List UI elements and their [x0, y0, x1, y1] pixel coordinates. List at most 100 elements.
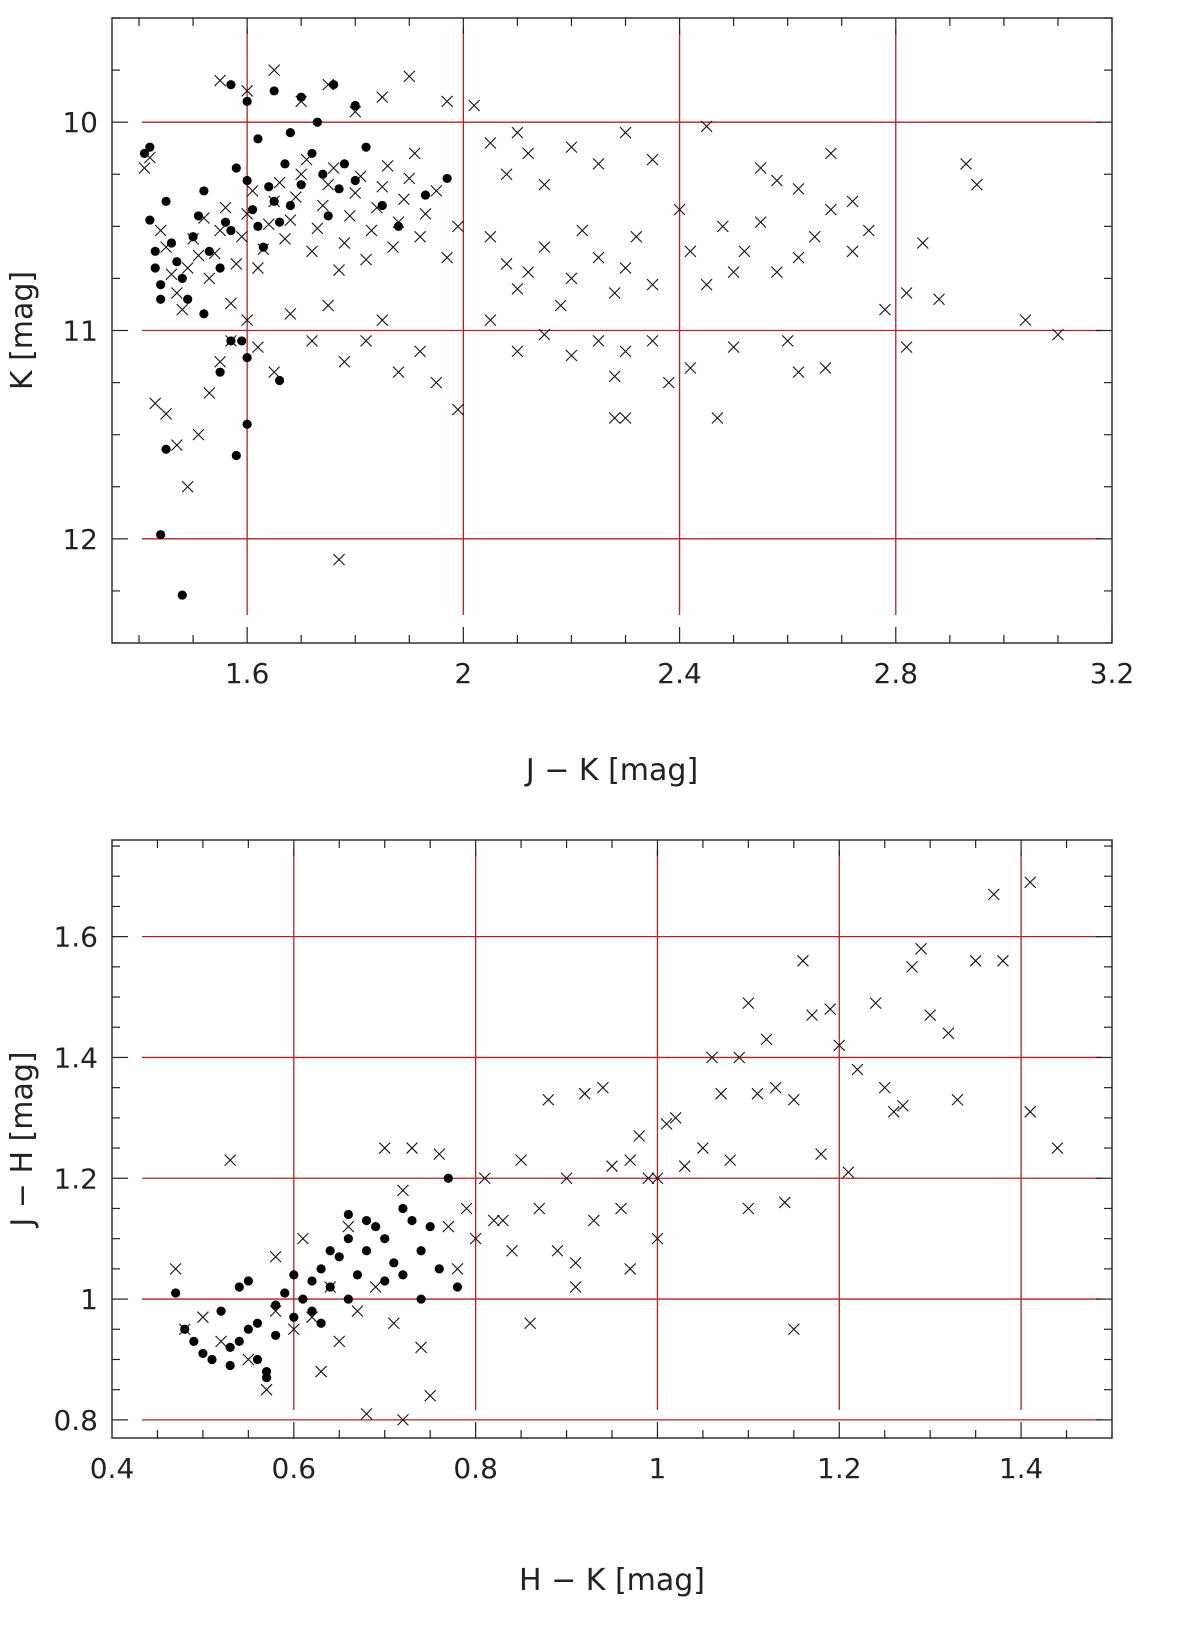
data-point-cross	[900, 341, 913, 354]
data-point-dot	[307, 148, 317, 159]
x-tick-label: 0.4	[90, 1452, 135, 1485]
data-point-dot	[156, 280, 166, 290]
data-point-dot	[350, 175, 360, 186]
data-point-cross	[181, 262, 194, 274]
data-point-dot	[204, 246, 214, 256]
data-point-cross	[797, 954, 809, 967]
data-point-dot	[271, 1330, 281, 1340]
data-point-cross	[452, 220, 464, 233]
data-point-dot	[325, 1246, 335, 1256]
data-point-cross	[381, 160, 394, 172]
data-point-cross	[551, 1244, 564, 1257]
data-point-cross	[565, 272, 578, 285]
data-point-dot	[452, 1282, 463, 1292]
data-point-cross	[842, 1166, 855, 1179]
data-point-cross	[224, 1154, 237, 1167]
data-point-cross	[646, 153, 659, 166]
data-point-cross	[360, 335, 372, 347]
data-point-cross	[538, 241, 551, 254]
data-point-dot	[298, 1294, 308, 1304]
data-point-cross	[315, 1365, 327, 1378]
data-point-cross	[597, 1081, 609, 1094]
data-point-cross	[235, 230, 248, 243]
data-point-dot	[334, 184, 344, 194]
data-point-cross	[900, 287, 913, 299]
data-point-cross	[333, 1335, 346, 1348]
data-point-cross	[727, 341, 740, 354]
data-point-dot	[318, 169, 328, 179]
data-point-cross	[942, 1027, 955, 1040]
data-point-cross	[542, 1093, 555, 1106]
y-tick-label: 1.6	[53, 921, 98, 954]
data-point-dot	[150, 246, 160, 256]
data-point-cross	[170, 287, 183, 299]
data-point-cross	[252, 341, 264, 354]
x-tick-label: 2.4	[657, 657, 702, 690]
data-point-dot	[264, 182, 274, 192]
data-point-cross	[260, 1383, 273, 1396]
data-point-dot	[296, 92, 306, 102]
data-point-cross	[522, 266, 535, 279]
data-point-cross	[511, 345, 524, 358]
data-point-cross	[376, 314, 389, 326]
x-tick-label: 1.2	[817, 1452, 862, 1485]
data-point-cross	[742, 997, 755, 1009]
data-point-cross	[646, 278, 659, 291]
data-point-dot	[252, 1354, 263, 1365]
data-point-dot	[296, 180, 306, 190]
x-tick-label: 1.4	[999, 1452, 1044, 1485]
data-point-dot	[172, 257, 182, 267]
data-point-cross	[376, 91, 389, 104]
data-point-dot	[307, 1306, 317, 1316]
data-point-dot	[271, 1300, 281, 1310]
y-axis-title: K [mag]	[5, 271, 40, 390]
x-axis-title: J − K [mag]	[524, 753, 698, 788]
data-point-cross	[787, 1323, 800, 1336]
data-point-cross	[279, 232, 291, 245]
data-point-cross	[333, 264, 345, 276]
data-point-cross	[576, 224, 589, 237]
data-point-dot	[199, 186, 209, 196]
data-point-cross	[468, 99, 481, 112]
data-point-dot	[231, 450, 241, 461]
data-point-cross	[608, 370, 621, 383]
x-tick-label: 0.8	[453, 1452, 498, 1485]
data-point-cross	[933, 293, 945, 306]
data-point-cross	[592, 335, 605, 347]
data-point-cross	[769, 1081, 782, 1094]
data-point-cross	[1051, 1142, 1064, 1154]
data-point-cross	[673, 203, 686, 216]
data-point-cross	[754, 216, 767, 229]
data-point-cross	[203, 387, 216, 399]
data-point-cross	[587, 1214, 600, 1227]
data-point-cross	[630, 230, 643, 243]
data-point-cross	[906, 960, 918, 973]
data-point-cross	[268, 366, 281, 379]
data-point-cross	[522, 147, 535, 160]
data-point-cross	[311, 222, 324, 235]
data-point-dot	[285, 127, 295, 138]
data-point-dot	[252, 1318, 263, 1328]
data-point-cross	[192, 428, 205, 441]
data-point-cross	[569, 1256, 582, 1269]
x-axis-title: H − K [mag]	[519, 1563, 705, 1598]
data-point-cross	[808, 230, 821, 243]
x-tick-label: 1	[649, 1452, 667, 1485]
data-point-dot	[285, 200, 295, 211]
data-point-cross	[511, 282, 524, 295]
data-point-dot	[361, 1215, 372, 1226]
data-point-cross	[441, 251, 454, 264]
data-point-cross	[987, 888, 1000, 901]
data-point-dot	[156, 530, 166, 540]
data-point-cross	[487, 1214, 500, 1227]
data-point-cross	[608, 287, 621, 299]
data-point-cross	[170, 439, 183, 451]
data-point-dot	[220, 217, 231, 227]
data-point-dot	[420, 190, 431, 200]
data-point-cross	[365, 224, 378, 237]
data-point-dot	[289, 1270, 299, 1280]
x-tick-label: 2.8	[874, 657, 919, 690]
data-point-cross	[700, 278, 713, 291]
data-point-dot	[215, 263, 225, 273]
data-point-dot	[253, 221, 263, 231]
